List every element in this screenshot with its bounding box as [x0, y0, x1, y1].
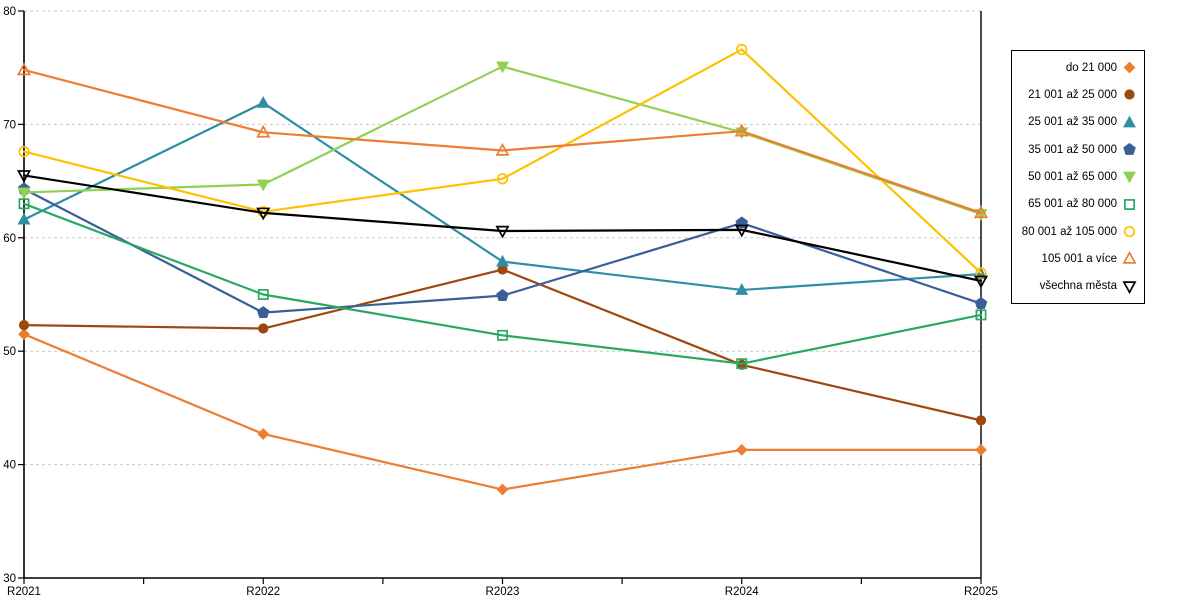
triangle-down-marker-icon — [256, 179, 270, 192]
legend-item: 21 001 až 25 000 — [1012, 82, 1144, 108]
triangle-down-marker-icon — [496, 61, 509, 74]
series-line — [22, 48, 983, 275]
triangle-down-marker-icon — [17, 187, 31, 200]
chart-legend: do 21 000 21 001 až 25 000 25 001 až 35 00… — [1011, 50, 1145, 304]
triangle-down-marker-icon — [256, 207, 271, 221]
circle-marker-icon — [975, 267, 987, 279]
legend-item: 50 001 až 65 000 — [1012, 164, 1144, 190]
legend-item-label: 25 001 až 35 000 — [1028, 116, 1117, 129]
y-axis-tick-label: 60 — [3, 233, 16, 245]
square-marker-icon — [18, 198, 30, 210]
pentagon-marker-icon — [974, 296, 988, 309]
triangle-up-marker-icon — [1122, 251, 1137, 265]
y-axis-tick-label: 30 — [3, 573, 16, 585]
diamond-marker-icon — [18, 328, 30, 341]
circle-marker-icon — [18, 320, 30, 331]
circle-marker-icon — [736, 43, 748, 56]
diamond-marker-icon — [257, 428, 270, 440]
legend-item: všechna města — [1012, 273, 1144, 299]
x-axis-tick-label: R2021 — [7, 586, 41, 598]
triangle-down-marker-icon — [734, 224, 749, 238]
circle-legend-marker-icon — [1123, 225, 1136, 238]
triangle-up-marker-icon — [735, 283, 749, 295]
diamond-marker-icon — [1123, 61, 1136, 74]
square-marker-icon — [497, 329, 508, 341]
x-axis-tick-label: R2023 — [486, 586, 520, 598]
legend-item-label: do 21 000 — [1065, 61, 1117, 74]
series-line — [22, 202, 983, 365]
triangle-down-marker-icon — [973, 275, 989, 289]
legend-item-label: 65 001 až 80 000 — [1028, 198, 1117, 211]
circle-marker-icon — [258, 323, 269, 334]
triangle-down-legend-marker-icon — [1122, 281, 1137, 294]
square-legend-marker-icon — [1124, 198, 1135, 210]
square-marker-icon — [257, 289, 269, 300]
triangle-up-legend-marker-icon — [1123, 115, 1136, 128]
square-marker-icon — [1124, 198, 1135, 210]
pentagon-legend-marker-icon — [1123, 143, 1136, 155]
triangle-up-marker-icon — [256, 124, 271, 138]
legend-item: 65 001 až 80 000 — [1012, 191, 1144, 217]
triangle-down-marker-icon — [16, 170, 32, 183]
diamond-marker-icon — [735, 443, 748, 456]
triangle-up-legend-marker-icon — [1122, 251, 1137, 265]
triangle-up-marker-icon — [1123, 115, 1136, 128]
circle-marker-icon — [496, 173, 509, 185]
legend-item-label: 80 001 až 105 000 — [1021, 225, 1117, 238]
x-axis-tick-label: R2024 — [725, 586, 759, 598]
y-axis-tick-label: 40 — [3, 460, 16, 472]
diamond-marker-icon — [975, 443, 987, 456]
legend-item-label: 35 001 až 50 000 — [1028, 143, 1117, 156]
triangle-up-marker-icon — [734, 123, 749, 137]
series-line — [22, 174, 983, 282]
y-axis-tick-label: 70 — [3, 119, 16, 131]
series-line — [22, 333, 983, 491]
circle-marker-icon — [1123, 225, 1136, 238]
triangle-up-marker-icon — [495, 142, 510, 156]
legend-item: do 21 000 — [1012, 55, 1144, 81]
legend-item: 105 001 a více — [1012, 246, 1144, 272]
triangle-down-marker-icon — [1123, 172, 1136, 184]
circle-marker-icon — [975, 415, 987, 426]
square-marker-icon — [736, 358, 748, 370]
legend-item-label: všechna města — [1039, 280, 1117, 293]
pentagon-marker-icon — [496, 289, 509, 301]
diamond-marker-icon — [496, 483, 509, 496]
y-axis-tick-label: 80 — [3, 6, 16, 18]
pentagon-marker-icon — [256, 306, 270, 318]
series-line — [22, 68, 983, 214]
circle-marker-icon — [1124, 89, 1135, 101]
y-axis-tick-label: 50 — [3, 346, 16, 358]
triangle-up-marker-icon — [973, 205, 989, 219]
circle-marker-icon — [18, 145, 30, 158]
legend-item: 25 001 až 35 000 — [1012, 109, 1144, 135]
pentagon-marker-icon — [1123, 143, 1136, 155]
legend-item: 35 001 až 50 000 — [1012, 137, 1144, 163]
triangle-down-marker-icon — [495, 225, 510, 239]
triangle-up-marker-icon — [16, 62, 32, 76]
triangle-down-marker-icon — [1122, 281, 1137, 294]
legend-item-label: 50 001 až 65 000 — [1028, 170, 1117, 183]
legend-item-label: 21 001 až 25 000 — [1028, 88, 1117, 101]
diamond-legend-marker-icon — [1123, 61, 1136, 74]
legend-item-label: 105 001 a více — [1041, 252, 1117, 265]
triangle-up-marker-icon — [496, 254, 509, 267]
x-axis-tick-label: R2022 — [246, 586, 280, 598]
legend-item: 80 001 až 105 000 — [1012, 219, 1144, 245]
circle-legend-marker-icon — [1124, 89, 1135, 101]
triangle-up-marker-icon — [17, 212, 31, 225]
x-axis-tick-label: R2025 — [964, 586, 998, 598]
triangle-down-legend-marker-icon — [1123, 172, 1136, 184]
triangle-up-marker-icon — [256, 96, 270, 108]
square-marker-icon — [975, 309, 987, 321]
